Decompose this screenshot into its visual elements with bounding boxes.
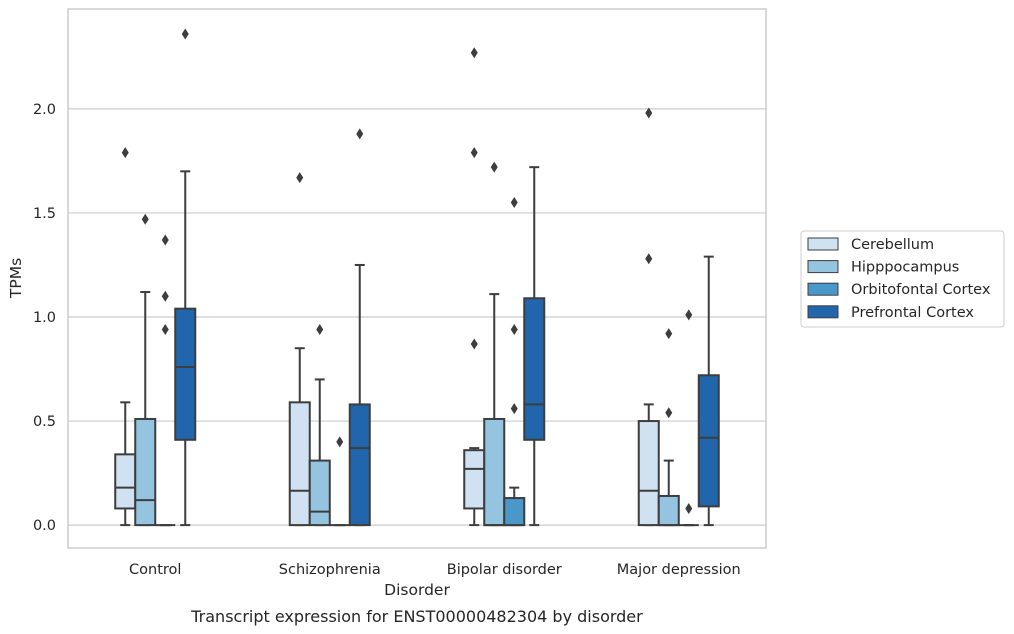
y-tick-label: 0.5 <box>33 414 56 430</box>
box-group <box>308 323 331 527</box>
x-tick-label: Schizophrenia <box>279 562 381 578</box>
box-group <box>697 255 720 527</box>
legend-label: Cerebellum <box>851 237 934 253</box>
legend-swatch <box>807 305 839 319</box>
outlier-marker <box>685 309 693 321</box>
box-group <box>155 234 176 527</box>
box-group <box>134 213 157 527</box>
box <box>483 417 506 527</box>
outlier-marker <box>470 47 478 59</box>
box-group <box>463 47 486 527</box>
box <box>657 494 680 527</box>
legend-swatch <box>807 260 839 274</box>
box-group <box>348 128 371 527</box>
x-tick-labels: Control Schizophrenia Bipolar disorder Majo… <box>129 562 741 578</box>
plot-frame <box>67 8 767 549</box>
box <box>348 403 371 527</box>
outlier-marker <box>181 28 189 40</box>
outlier-marker <box>685 502 693 514</box>
box-group <box>288 172 311 527</box>
outlier-marker <box>161 290 169 302</box>
box <box>523 297 546 441</box>
box-group <box>114 147 137 527</box>
outlier-marker <box>510 197 518 209</box>
chart-caption: Transcript expression for ENST0000048230… <box>190 607 643 626</box>
x-axis-title: Disorder <box>384 581 450 599</box>
outlier-marker <box>161 323 169 335</box>
outlier-marker <box>356 128 364 140</box>
outlier-marker <box>161 234 169 246</box>
box-group <box>657 328 680 527</box>
legend-swatch <box>807 282 839 296</box>
outlier-marker <box>510 403 518 415</box>
x-tick-label: Bipolar disorder <box>447 562 562 578</box>
legend-label: Orbitofontal Cortex <box>851 282 991 298</box>
box <box>114 453 137 510</box>
box-group <box>503 197 526 527</box>
outlier-marker <box>665 407 673 419</box>
box <box>134 417 157 527</box>
box-group <box>637 107 660 527</box>
box <box>288 401 311 527</box>
box <box>503 497 526 527</box>
outlier-marker <box>665 328 673 340</box>
box <box>697 374 720 508</box>
box-group <box>483 161 506 527</box>
box-group <box>523 166 546 527</box>
box <box>308 459 331 527</box>
plot-area <box>114 28 720 527</box>
box-group <box>329 436 350 527</box>
x-tick-label: Major depression <box>617 562 741 578</box>
outlier-marker <box>470 147 478 159</box>
y-tick-label: 0.0 <box>33 518 56 534</box>
box-group <box>678 309 699 527</box>
legend-swatch <box>807 237 839 251</box>
legend-frame <box>800 230 1005 328</box>
outlier-marker <box>316 323 324 335</box>
outlier-marker <box>296 172 304 184</box>
y-tick-label: 1.5 <box>33 206 56 222</box>
legend-label: Prefrontal Cortex <box>851 305 974 321</box>
x-tick-label: Control <box>129 562 181 578</box>
outlier-marker <box>645 253 653 265</box>
box <box>463 449 486 510</box>
legend: Cerebellum Hipppocampus Orbitofontal Corte… <box>800 230 1005 328</box>
outlier-marker <box>470 338 478 350</box>
y-tick-label: 1.0 <box>33 310 56 326</box>
outlier-marker <box>490 161 498 173</box>
outlier-marker <box>336 436 344 448</box>
grid-lines <box>68 108 766 526</box>
outlier-marker <box>510 323 518 335</box>
outlier-marker <box>645 107 653 119</box>
outlier-marker <box>141 213 149 225</box>
y-tick-labels: 0.0 0.5 1.0 1.5 2.0 <box>33 102 56 534</box>
legend-label: Hipppocampus <box>851 260 959 276</box>
box <box>174 307 197 441</box>
y-tick-label: 2.0 <box>33 102 56 118</box>
box-group <box>174 28 197 527</box>
box <box>637 420 660 527</box>
y-axis-title: TPMs <box>7 258 25 299</box>
outlier-marker <box>121 147 129 159</box>
